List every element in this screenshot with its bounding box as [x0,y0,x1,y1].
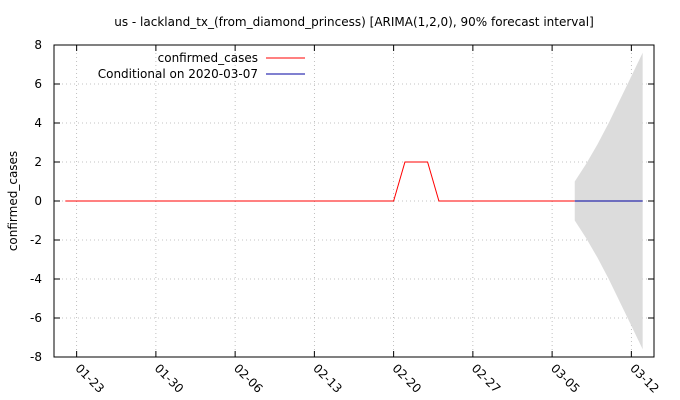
x-tick-label: 03-12 [627,361,662,396]
y-tick-label: -4 [30,272,42,286]
y-tick-label: -8 [30,350,42,364]
legend-label: confirmed_cases [158,51,258,65]
series-lines [65,161,643,202]
y-tick-label: 2 [34,155,42,169]
legend-label: Conditional on 2020-03-07 [98,67,258,81]
x-tick-label: 02-27 [469,361,504,396]
y-tick-label: 8 [34,38,42,52]
confirmed-cases-line [65,161,575,202]
legend: confirmed_cases Conditional on 2020-03-07 [98,51,305,81]
y-tick-label: 0 [34,194,42,208]
y-tick-label: -6 [30,311,42,325]
x-tick-label: 02-20 [390,361,425,396]
chart-title: us - lackland_tx_(from_diamond_princess)… [114,15,594,29]
y-ticks: -8 -6 -4 -2 0 2 4 6 8 [30,38,654,364]
x-tick-label: 01-30 [152,361,187,396]
y-axis-label: confirmed_cases [6,151,20,251]
x-tick-label: 02-13 [310,361,345,396]
y-tick-label: 4 [34,116,42,130]
x-tick-label: 03-05 [548,361,583,396]
x-ticks: 01-23 01-30 02-06 02-13 02-20 02-27 03-05 03-12 [73,45,662,396]
x-tick-label: 01-23 [73,361,108,396]
y-tick-label: 6 [34,77,42,91]
y-tick-label: -2 [30,233,42,247]
x-tick-label: 02-06 [231,361,266,396]
